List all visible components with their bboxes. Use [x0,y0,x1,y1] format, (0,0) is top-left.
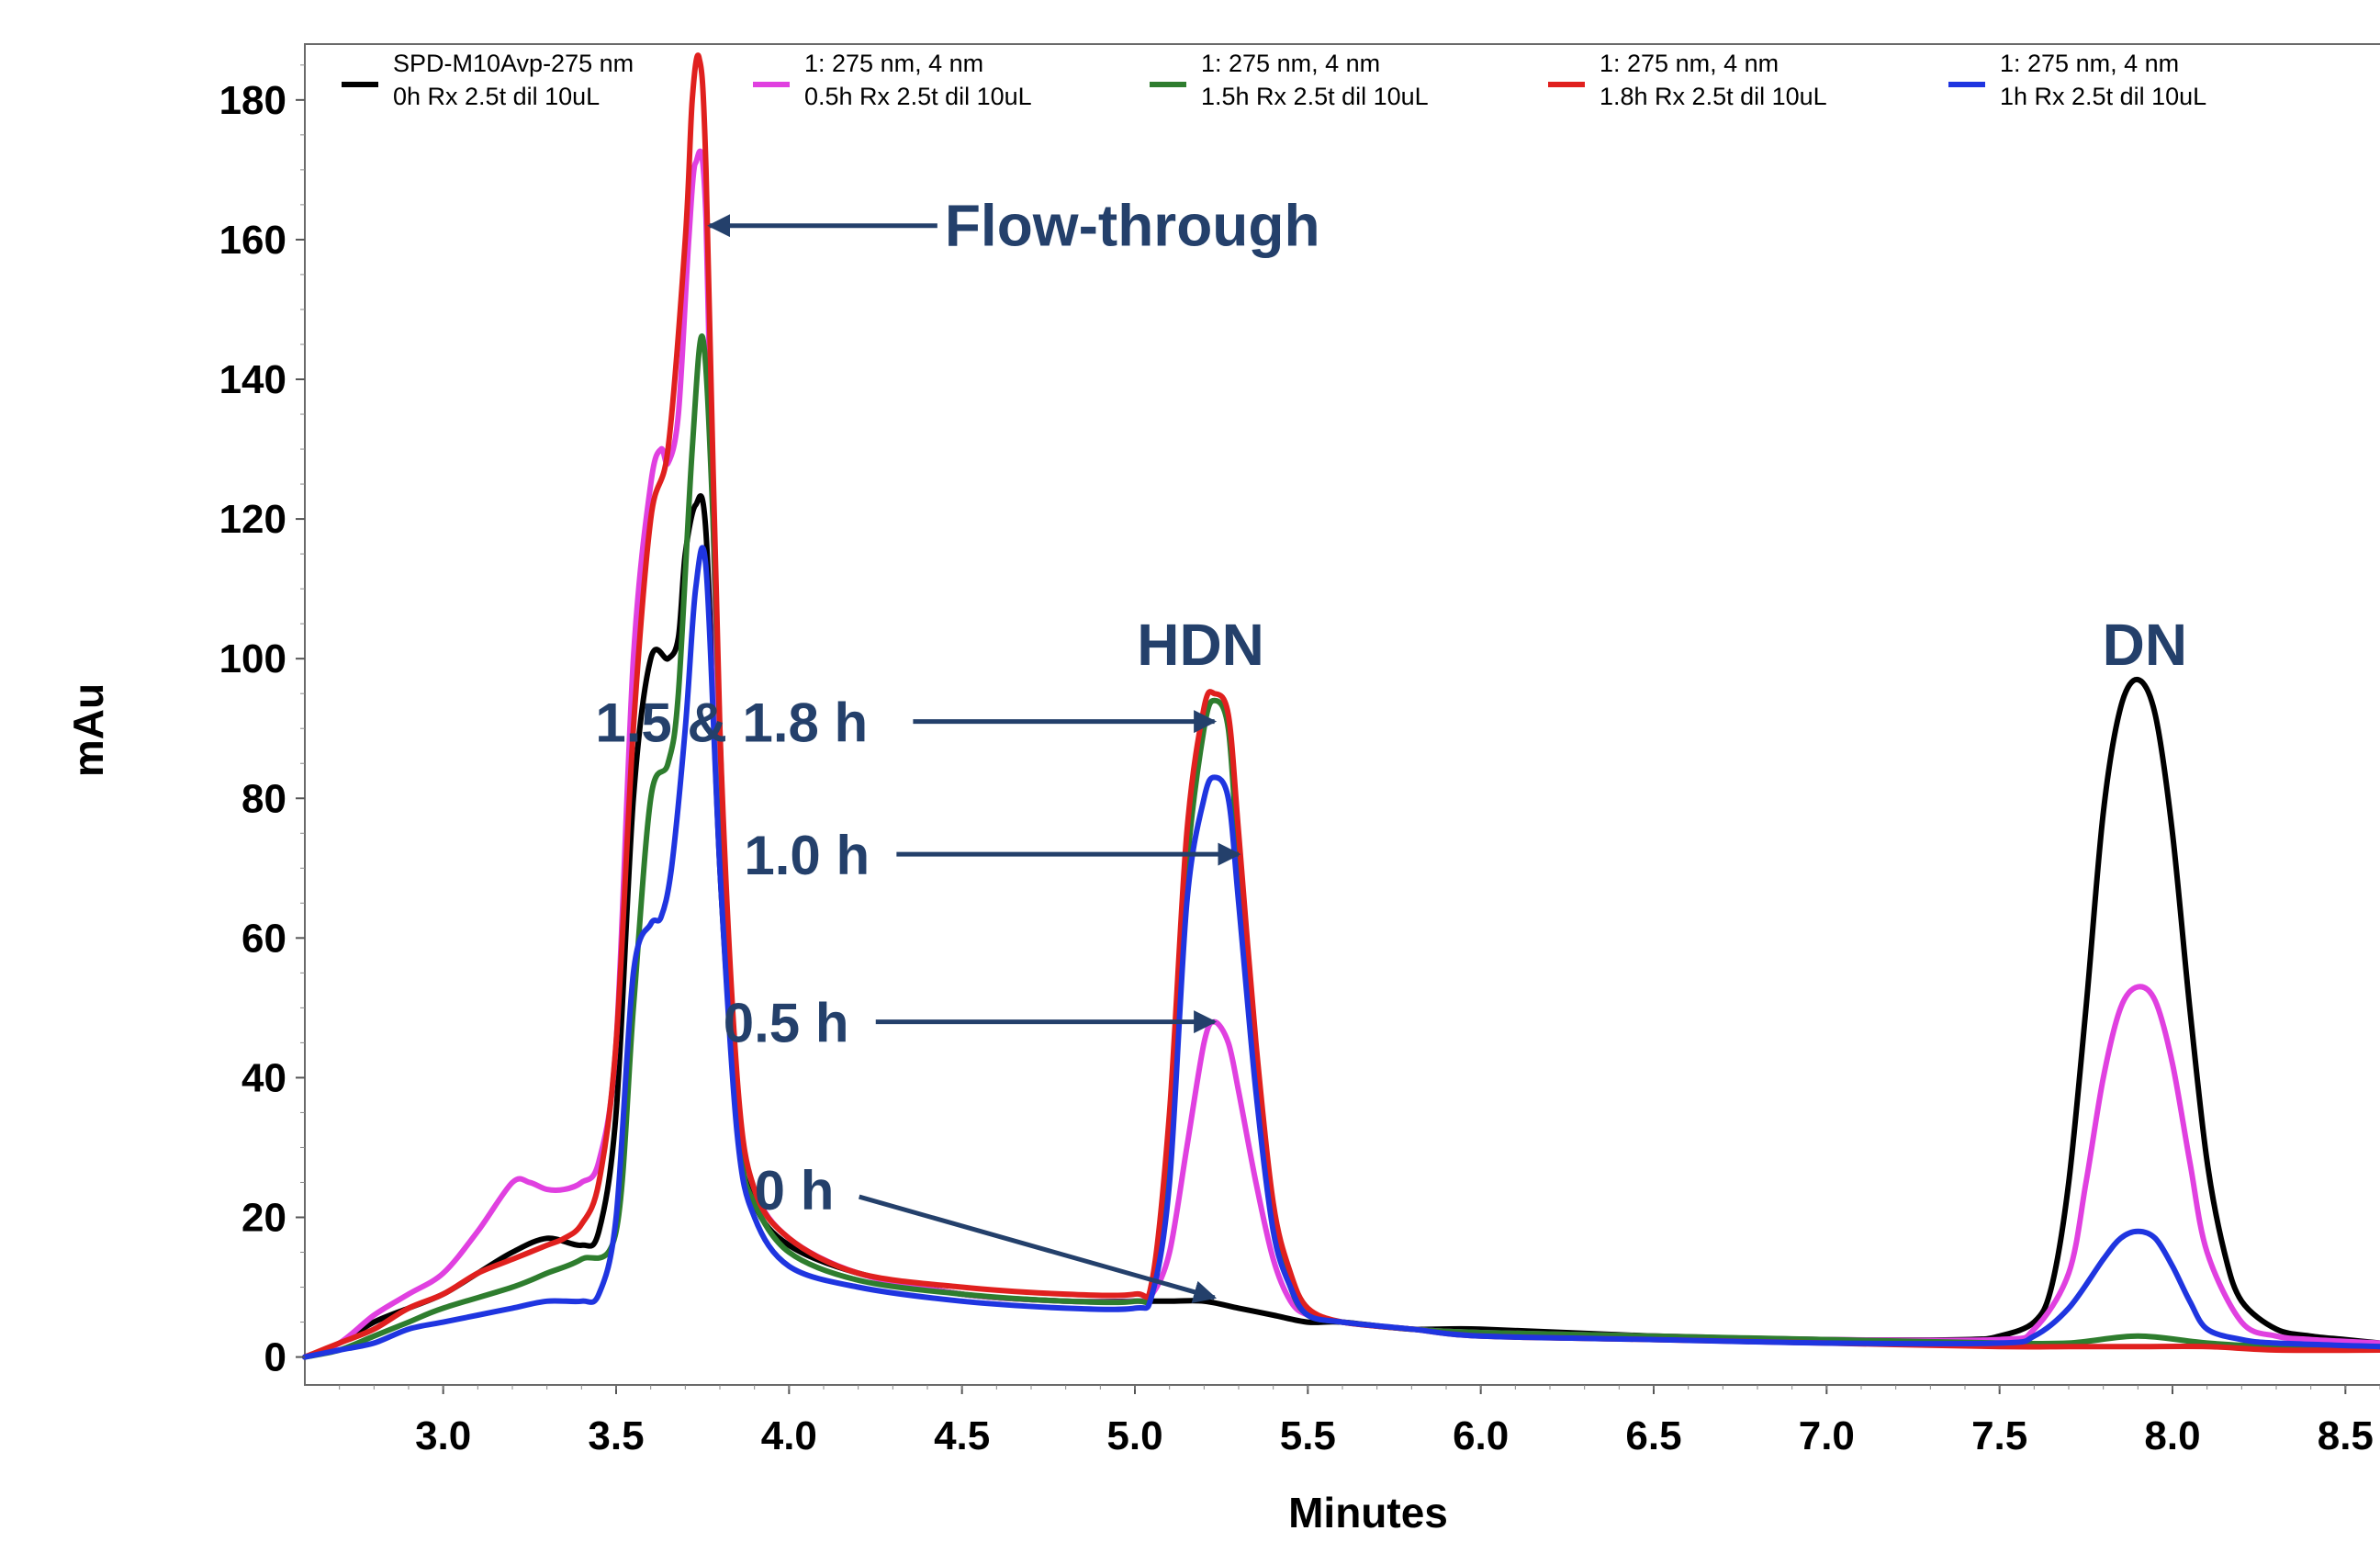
series-layer [302,52,2380,1360]
y-tick-label: 20 [241,1196,286,1241]
y-axis-title: mAu [64,683,112,777]
x-tick-label: 6.0 [1453,1413,1509,1458]
legend-label-line1: 1: 275 nm, 4 nm [2000,50,2179,77]
legend-label-line2: 1.5h Rx 2.5t dil 10uL [1201,83,1429,110]
x-tick-label: 6.5 [1625,1413,1681,1458]
legend-entry: 1: 275 nm, 4 nm 1h Rx 2.5t dil 10uL [1948,50,2206,110]
plot-frame [304,43,2380,1386]
x-tick-label: 4.5 [934,1413,990,1458]
x-tick-label: 4.0 [761,1413,817,1458]
annotation-label: 0.5 h [724,993,849,1054]
y-tick-label: 100 [219,636,286,681]
legend-entry: 1: 275 nm, 4 nm 0.5h Rx 2.5t dil 10uL [753,50,1032,110]
annotations: Flow-through HDN DN 1.5 & 1.8 h 1.0 h 0.5 h 0 … [595,193,2187,1303]
legend: SPD-M10Avp-275 nm 0h Rx 2.5t dil 10uL 1: 2… [342,50,2206,110]
x-tick-label: 5.5 [1280,1413,1336,1458]
ticks-layer: 3.0 3.5 4.0 4.5 5.0 5.5 6.0 6.5 7.0 7.5 8.0 8.5 0 20 4… [219,64,2380,1458]
y-tick-label: 40 [241,1055,286,1100]
legend-entry: 1: 275 nm, 4 nm 1.5h Rx 2.5t dil 10uL [1150,50,1429,110]
x-tick-label: 7.0 [1799,1413,1855,1458]
y-tick-label: 180 [219,78,286,123]
x-tick-label: 7.5 [1971,1413,2027,1458]
annotation-label: 1.0 h [744,825,870,886]
annotation-label: 1.5 & 1.8 h [595,692,868,754]
x-tick-label: 3.5 [588,1413,644,1458]
legend-label-line2: 1.8h Rx 2.5t dil 10uL [1600,83,1827,110]
annotation-label: DN [2103,612,2187,678]
x-axis-title: Minutes [1288,1489,1448,1536]
legend-entry: 1: 275 nm, 4 nm 1.8h Rx 2.5t dil 10uL [1548,50,1827,110]
legend-label-line1: 1: 275 nm, 4 nm [1600,50,1779,77]
annotation-label: 0 h [755,1160,835,1221]
legend-entry: SPD-M10Avp-275 nm 0h Rx 2.5t dil 10uL [342,50,634,110]
y-tick-label: 60 [241,916,286,961]
x-tick-label: 3.0 [415,1413,471,1458]
annotation-label: HDN [1137,612,1264,678]
series-line-2 [302,333,2380,1360]
plot-area [304,43,2380,1386]
legend-label-line1: 1: 275 nm, 4 nm [1201,50,1380,77]
annotation-label: Flow-through [945,193,1320,259]
x-tick-label: 8.0 [2144,1413,2200,1458]
y-tick-label: 160 [219,218,286,263]
y-tick-label: 0 [264,1335,286,1380]
legend-label-line2: 1h Rx 2.5t dil 10uL [2000,83,2206,110]
y-tick-label: 120 [219,497,286,542]
legend-label-line2: 0h Rx 2.5t dil 10uL [393,83,600,110]
x-tick-label: 8.5 [2318,1413,2374,1458]
y-tick-label: 80 [241,776,286,821]
y-tick-label: 140 [219,357,286,402]
annotation-arrow [858,1194,1218,1303]
legend-label-line1: SPD-M10Avp-275 nm [393,50,634,77]
x-tick-label: 5.0 [1106,1413,1162,1458]
series-line-4 [302,545,2380,1360]
legend-label-line2: 0.5h Rx 2.5t dil 10uL [804,83,1032,110]
legend-label-line1: 1: 275 nm, 4 nm [804,50,983,77]
